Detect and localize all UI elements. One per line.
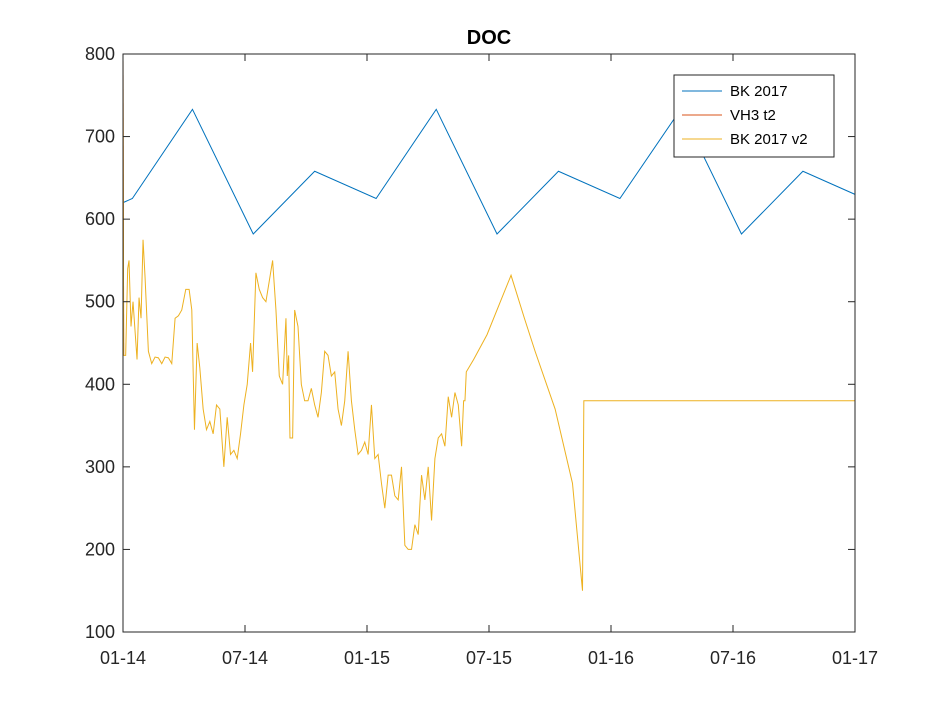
- x-tick-label: 01-15: [344, 648, 390, 668]
- y-tick-label: 100: [85, 622, 115, 642]
- x-tick-label: 07-16: [710, 648, 756, 668]
- y-tick-label: 600: [85, 209, 115, 229]
- chart-title: DOC: [467, 27, 511, 49]
- x-tick-label: 07-15: [466, 648, 512, 668]
- y-tick-label: 800: [85, 44, 115, 64]
- x-tick-label: 01-16: [588, 648, 634, 668]
- legend-label: VH3 t2: [730, 107, 776, 124]
- axes-layer: 100 200 300 400 500 600 700 800 01-14 07-14 01-15 0…: [85, 44, 878, 668]
- x-tick-label: 07-14: [222, 648, 268, 668]
- y-tick-label: 500: [85, 292, 115, 312]
- y-tick-label: 700: [85, 127, 115, 147]
- legend-label: BK 2017 v2: [730, 131, 808, 148]
- y-tick-label: 300: [85, 457, 115, 477]
- y-tick-label: 200: [85, 539, 115, 559]
- series-line-1: [122, 108, 856, 235]
- legend-box: [673, 74, 835, 158]
- legend-label: BK 2017: [730, 83, 788, 100]
- y-tick-label: 400: [85, 374, 115, 394]
- series-line-3: [122, 53, 855, 591]
- x-tick-label: 01-17: [832, 648, 878, 668]
- x-tick-label: 01-14: [100, 648, 146, 668]
- legend: BK 2017 VH3 t2 BK 2017 v2: [673, 74, 835, 158]
